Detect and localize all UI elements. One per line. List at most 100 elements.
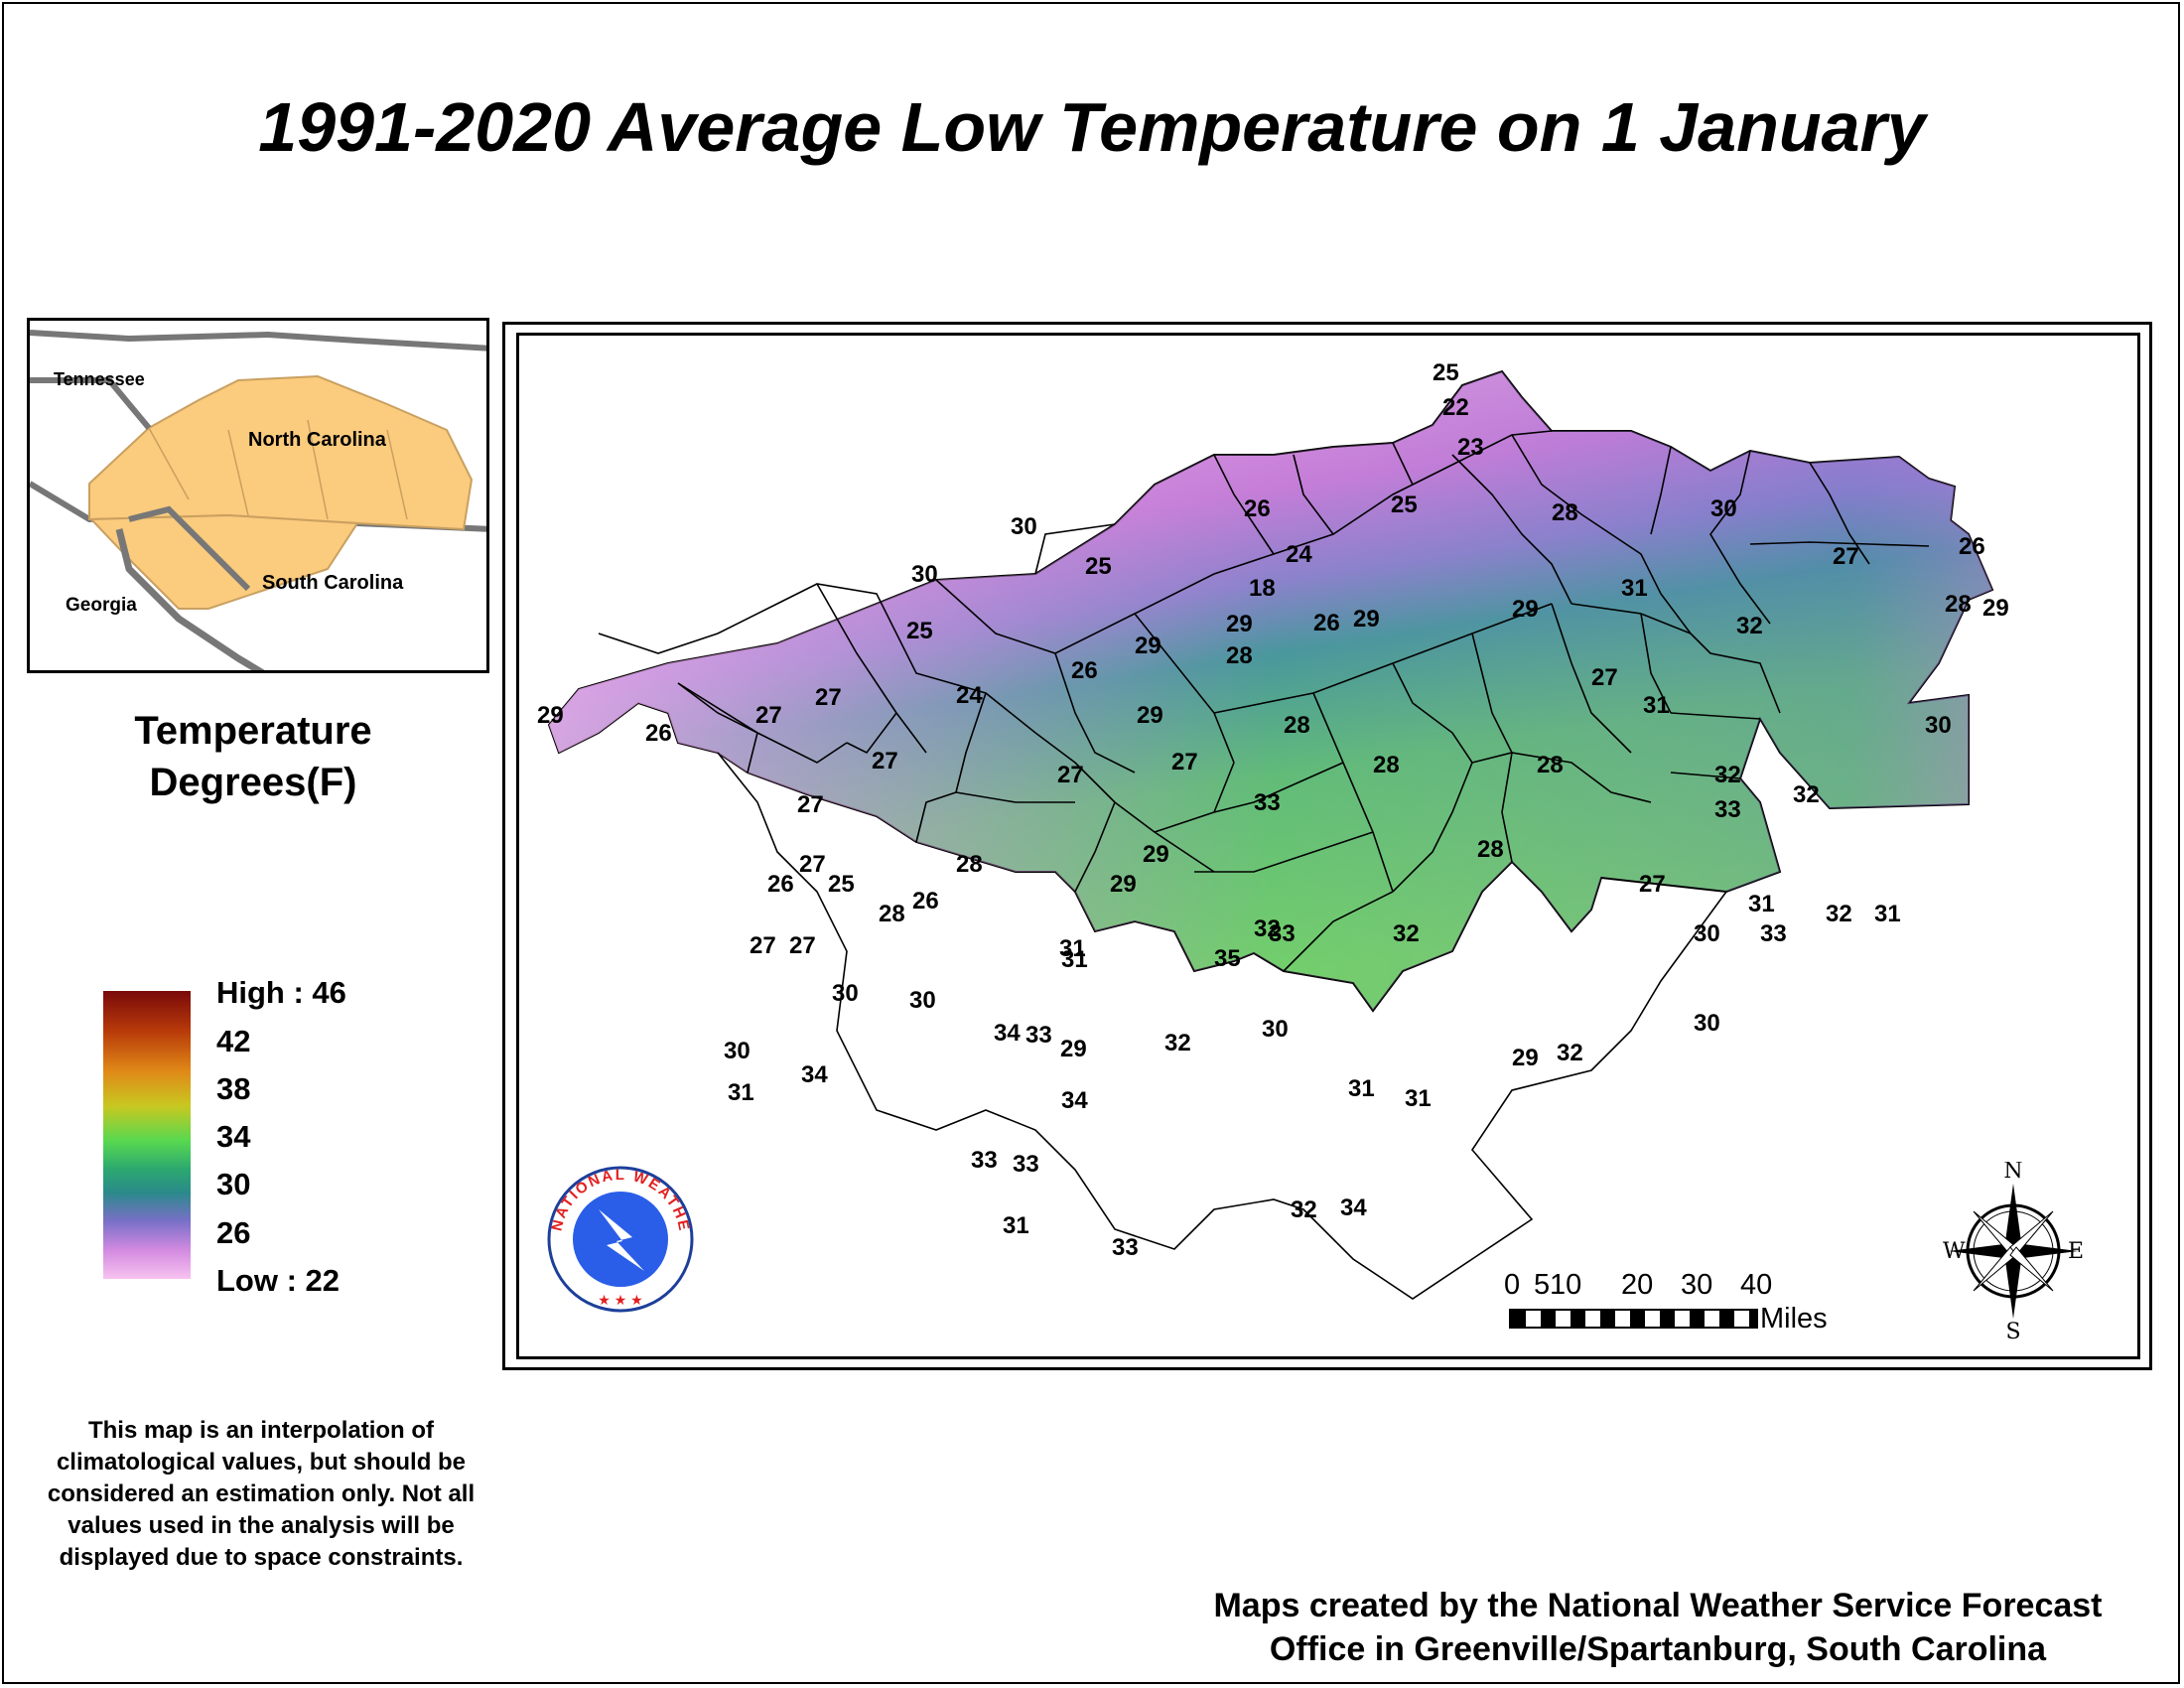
map-value: 31 (1748, 891, 1775, 917)
map-value: 34 (994, 1020, 1021, 1047)
map-value: 34 (1340, 1195, 1367, 1221)
map-value: 25 (1391, 492, 1418, 518)
map-value: 26 (1071, 657, 1098, 684)
scale-tick: 5 (1534, 1269, 1551, 1301)
map-value: 34 (801, 1061, 828, 1088)
credit-line2: Office in Greenville/Spartanburg, South … (1269, 1630, 2047, 1668)
mountain-shading (549, 371, 1992, 1011)
map-value: 32 (1557, 1040, 1583, 1066)
legend-label-42: 42 (216, 1024, 251, 1058)
credit-text: Maps created by the National Weather Ser… (1122, 1584, 2184, 1671)
map-value: 30 (1262, 1016, 1289, 1043)
map-value: 18 (1249, 575, 1276, 602)
map-value: 27 (789, 932, 816, 959)
map-value: 31 (1643, 692, 1670, 719)
legend-color-ramp (103, 991, 191, 1279)
compass-w: W (1943, 1239, 1966, 1264)
map-value: 29 (1143, 841, 1169, 868)
map-value: 27 (1057, 762, 1084, 788)
disclaimer-note: This map is an interpolation of climatol… (47, 1417, 476, 1571)
map-value: 28 (879, 901, 905, 927)
map-value: 25 (906, 618, 933, 644)
map-value: 31 (1405, 1085, 1432, 1112)
map-value: 29 (1137, 702, 1163, 729)
map-value: 22 (1442, 394, 1469, 421)
map-value: 29 (537, 702, 564, 729)
legend-title-line2: Degrees(F) (149, 761, 357, 804)
map-value: 25 (828, 871, 855, 898)
map-value: 27 (755, 702, 782, 729)
nws-logo-cloud (573, 1192, 668, 1287)
map-value: 33 (1760, 920, 1787, 947)
map-value: 29 (1060, 1036, 1087, 1062)
inset-label-north-carolina: North Carolina (248, 429, 387, 451)
inset-label-georgia: Georgia (66, 595, 137, 616)
legend-label-26: 26 (216, 1215, 251, 1250)
legend-title-line1: Temperature (134, 709, 372, 753)
map-value: 24 (1286, 541, 1312, 568)
map-value: 28 (1284, 712, 1310, 739)
legend-label-38: 38 (216, 1071, 251, 1106)
map-value: 32 (1714, 762, 1741, 788)
station-value-labels: 25 22 23 30 25 26 24 18 25 28 30 30 25 2… (537, 359, 2009, 1261)
compass-s: S (2005, 1320, 2020, 1340)
temperature-map-svg: 25 22 23 30 25 26 24 18 25 28 30 30 25 2… (537, 359, 2009, 1300)
compass-n: N (2003, 1162, 2022, 1184)
map-value: 29 (1226, 611, 1253, 637)
nws-logo: NATIONAL WEATHER SERVICE ★ ★ ★ (541, 1160, 694, 1313)
map-value: 33 (1714, 796, 1741, 823)
legend-title: Temperature Degrees(F) (50, 705, 457, 808)
map-title: 1991-2020 Average Low Temperature on 1 J… (258, 88, 1926, 166)
map-value: 28 (1226, 642, 1253, 669)
compass-rose: N S W E (1943, 1162, 2084, 1340)
map-value: 25 (1085, 553, 1112, 580)
map-value: 31 (1003, 1212, 1029, 1239)
map-value: 28 (1537, 752, 1564, 778)
map-value: 32 (1254, 915, 1281, 942)
svg-text:★ ★ ★: ★ ★ ★ (598, 1292, 642, 1308)
map-outer-frame (502, 322, 2152, 1370)
map-value: 23 (1457, 434, 1484, 461)
scale-tick: 40 (1740, 1269, 1773, 1301)
map-value: 29 (1353, 606, 1380, 633)
map-value: 27 (799, 851, 826, 878)
map-value: 33 (1025, 1022, 1052, 1049)
map-value: 26 (1244, 495, 1271, 522)
map-panel: 25 22 23 30 25 26 24 18 25 28 30 30 25 2… (516, 333, 2140, 1359)
map-value: 33 (1112, 1234, 1139, 1261)
nc-region (88, 374, 474, 531)
map-value: 30 (909, 987, 936, 1014)
map-value: 26 (1313, 610, 1340, 636)
map-value: 31 (728, 1079, 754, 1106)
map-value: 28 (1477, 836, 1504, 863)
map-value: 27 (872, 748, 898, 774)
legend-label-high: High : 46 (216, 975, 346, 1010)
map-value: 26 (767, 871, 794, 898)
scale-tick: 0 (1504, 1269, 1521, 1301)
map-value: 27 (797, 791, 824, 818)
map-value: 24 (956, 682, 983, 709)
map-value: 28 (956, 851, 983, 878)
map-value: 27 (1833, 543, 1859, 570)
map-value: 29 (1982, 595, 2009, 622)
scale-tick: 10 (1550, 1269, 1582, 1301)
scale-tick: 20 (1621, 1269, 1654, 1301)
map-value: 26 (1959, 533, 1985, 560)
map-value: 26 (912, 888, 939, 914)
legend-label-34: 34 (216, 1119, 251, 1154)
map-value: 27 (1591, 664, 1618, 691)
scale-bar-graphic (1509, 1309, 1758, 1329)
map-value: 27 (1171, 749, 1198, 775)
map-value: 30 (1011, 513, 1037, 540)
southern-boundary (717, 752, 1728, 1300)
inset-svg: Tennessee North Carolina South Carolina … (30, 330, 486, 670)
map-value: 29 (1512, 596, 1539, 623)
scale-unit: Miles (1760, 1303, 1828, 1335)
map-value: 27 (750, 932, 776, 959)
map-value: 26 (645, 720, 672, 747)
locator-inset-map: Tennessee North Carolina South Carolina … (27, 318, 489, 673)
county-boundaries (598, 430, 1930, 972)
map-value: 31 (1348, 1075, 1375, 1102)
map-value: 29 (1135, 633, 1161, 659)
map-value: 30 (1694, 920, 1720, 947)
